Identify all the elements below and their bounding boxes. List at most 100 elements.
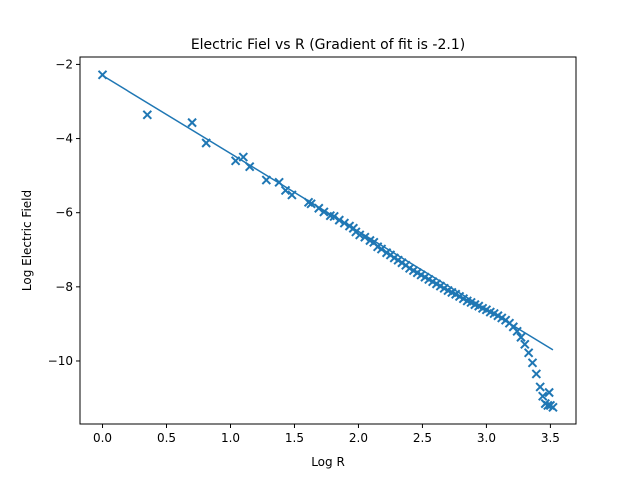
- data-point: [516, 332, 526, 342]
- data-point-stroke: [355, 230, 365, 240]
- data-point-stroke: [466, 297, 476, 308]
- data-point: [244, 162, 255, 172]
- data-point-stroke: [427, 276, 438, 287]
- data-point-stroke: [142, 110, 153, 120]
- x-axis: 0.0 0.5 1.0 1.5 2.0 2.5 3.0 3.5: [93, 424, 560, 445]
- y-tick-label: −2: [55, 57, 73, 71]
- data-point-stroke: [97, 70, 108, 80]
- data-point: [544, 387, 554, 398]
- data-point-stroke: [404, 263, 415, 274]
- x-tick-label: 2.0: [349, 431, 368, 445]
- data-point-stroke: [325, 210, 336, 221]
- x-tick-label: 0.0: [93, 431, 112, 445]
- data-point: [355, 230, 365, 240]
- data-point: [274, 177, 284, 188]
- data-point-stroke: [543, 400, 553, 411]
- data-point: [280, 185, 291, 196]
- data-point-stroke: [369, 237, 379, 248]
- data-point-stroke: [447, 287, 457, 298]
- plot-area: [97, 70, 558, 413]
- data-point: [543, 400, 553, 411]
- data-point: [230, 156, 241, 166]
- data-point-stroke: [474, 301, 484, 311]
- data-point-stroke: [470, 299, 480, 310]
- data-point-stroke: [287, 190, 297, 200]
- data-point-stroke: [187, 117, 197, 128]
- y-axis-label: Log Electric Field: [20, 190, 34, 291]
- data-point: [360, 232, 370, 242]
- data-point: [523, 348, 534, 358]
- data-point-stroke: [319, 207, 329, 217]
- data-point-stroke: [535, 382, 545, 392]
- data-point-stroke: [489, 308, 499, 319]
- data-point-stroke: [244, 162, 255, 172]
- x-tick-label: 1.5: [285, 431, 304, 445]
- data-point: [520, 339, 530, 350]
- data-point-stroke: [462, 296, 472, 306]
- y-tick-label: −8: [55, 280, 73, 294]
- data-point-stroke: [261, 175, 272, 185]
- data-point-stroke: [544, 387, 554, 398]
- data-point-stroke: [493, 311, 503, 321]
- data-point-stroke: [485, 307, 495, 317]
- data-point-stroke: [420, 272, 430, 282]
- data-point-stroke: [497, 313, 507, 323]
- data-point: [548, 402, 558, 413]
- y-tick-label: −6: [55, 206, 73, 220]
- y-tick-label: −4: [55, 132, 73, 146]
- x-tick-label: 1.0: [221, 431, 240, 445]
- data-point-stroke: [339, 218, 350, 228]
- x-tick-label: 0.5: [157, 431, 176, 445]
- data-point-stroke: [274, 177, 284, 188]
- data-point-stroke: [520, 339, 530, 350]
- data-point-stroke: [477, 303, 488, 314]
- data-point-stroke: [280, 185, 291, 196]
- data-point-stroke: [344, 221, 355, 231]
- data-point-stroke: [516, 332, 526, 342]
- data-point-stroke: [372, 242, 383, 252]
- data-point-stroke: [201, 138, 211, 148]
- axes-frame: [79, 56, 577, 425]
- data-point: [201, 138, 211, 148]
- data-point-stroke: [381, 248, 392, 258]
- chart-title: Electric Fiel vs R (Gradient of fit is -…: [191, 37, 465, 53]
- data-point-stroke: [389, 253, 399, 263]
- data-point-stroke: [376, 244, 387, 254]
- data-point-stroke: [431, 279, 442, 289]
- data-point: [512, 326, 522, 337]
- data-point-stroke: [451, 289, 461, 299]
- data-point-stroke: [481, 305, 492, 315]
- data-point: [142, 110, 153, 120]
- data-point-stroke: [314, 203, 324, 213]
- data-point-stroke: [512, 326, 522, 337]
- x-tick-label: 3.0: [477, 431, 496, 445]
- y-axis: −10 −8 −6 −4 −2: [48, 57, 80, 368]
- data-point-stroke: [548, 402, 558, 413]
- x-tick-label: 3.5: [541, 431, 560, 445]
- data-point: [531, 369, 542, 379]
- x-tick-label: 2.5: [413, 431, 432, 445]
- data-point-stroke: [508, 322, 519, 332]
- y-tick-label: −10: [48, 354, 73, 368]
- data-point-stroke: [329, 211, 339, 222]
- data-point-stroke: [458, 293, 469, 304]
- data-point: [261, 175, 272, 185]
- data-point-stroke: [238, 152, 248, 162]
- data-point-stroke: [408, 265, 419, 276]
- data-point-stroke: [360, 232, 370, 242]
- data-point: [238, 152, 248, 162]
- data-point: [339, 218, 350, 228]
- data-point-stroke: [523, 348, 534, 358]
- data-point-stroke: [416, 270, 426, 280]
- x-axis-label: Log R: [311, 455, 345, 469]
- data-point-stroke: [424, 274, 434, 285]
- data-point-stroke: [365, 235, 375, 246]
- data-point-stroke: [334, 215, 344, 225]
- data-point: [319, 207, 329, 217]
- data-point: [306, 199, 316, 209]
- data-point-stroke: [306, 199, 316, 209]
- data-point-stroke: [454, 291, 465, 302]
- data-point-stroke: [443, 285, 453, 296]
- data-point-stroke: [439, 283, 449, 294]
